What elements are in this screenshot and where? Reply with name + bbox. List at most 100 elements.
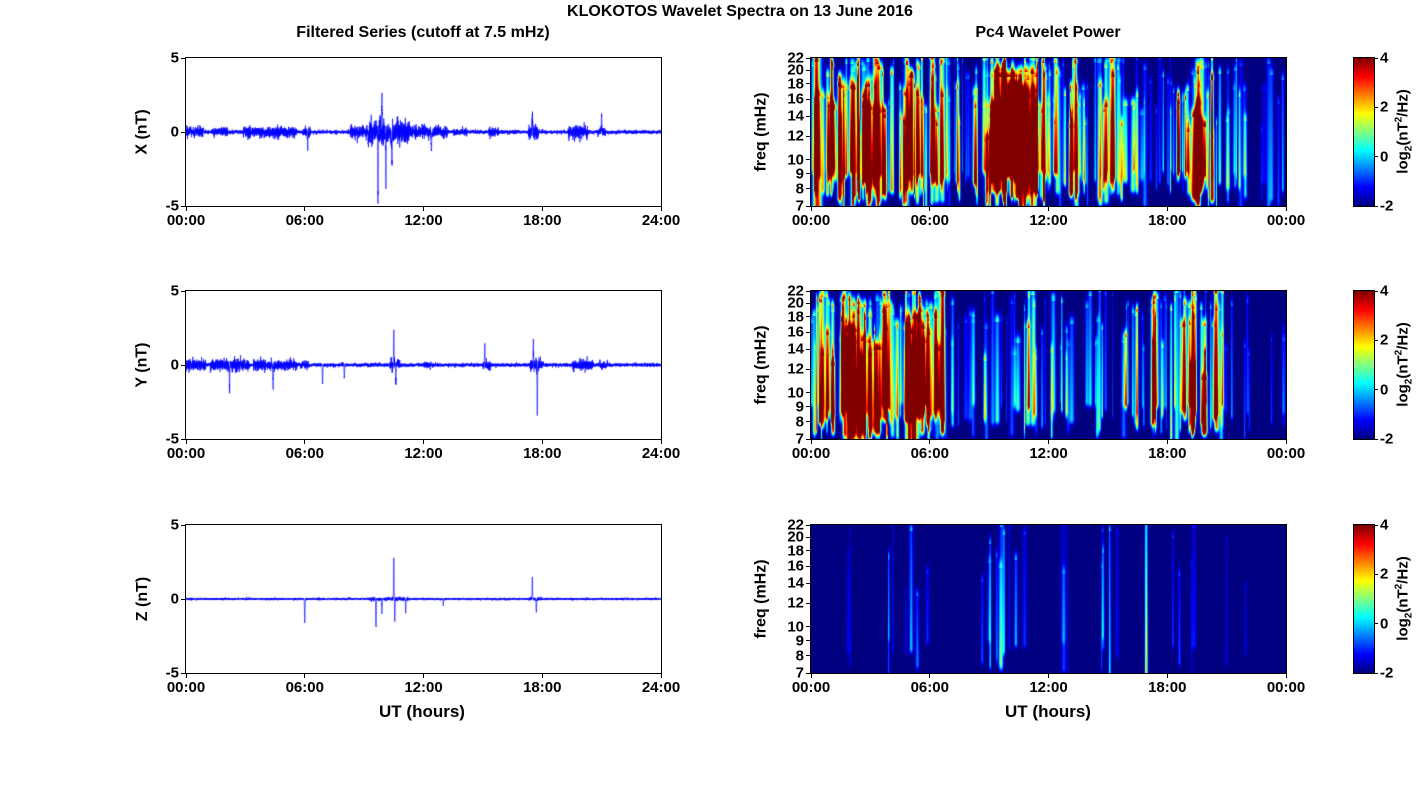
- left-xaxis-label: UT (hours): [379, 702, 465, 721]
- y-tick-label: 5: [170, 49, 179, 67]
- y-tick-label: 14: [787, 574, 804, 592]
- x-tick-label: 24:00: [641, 445, 681, 462]
- y-tick-label: 8: [795, 413, 804, 431]
- colorbar-tick-label: 2: [1380, 98, 1389, 116]
- z-series-ylabel: Z (nT): [134, 525, 152, 673]
- cb-label-mid: (nT: [1394, 588, 1412, 613]
- right-xaxis-label: UT (hours): [1005, 702, 1091, 721]
- y-tick-label: 22: [787, 282, 804, 300]
- y-tick-mark: [806, 83, 811, 85]
- cb-label-sup: 2: [1393, 349, 1405, 355]
- x-wavelet-ylabel-text: freq (mHz): [753, 92, 771, 172]
- y-wavelet-ylabel-text: freq (mHz): [753, 325, 771, 405]
- z-series-ylabel-text: Z (nT): [134, 576, 152, 622]
- y-tick-mark: [806, 565, 811, 567]
- x-tick-mark: [929, 673, 931, 678]
- y-tick-mark: [181, 57, 186, 59]
- x-tick-label: 18:00: [523, 212, 562, 229]
- y-tick-label: -5: [165, 197, 179, 215]
- x-colorbar-label: log2(nT2/Hz): [1390, 57, 1418, 205]
- x-tick-label: 00:00: [791, 212, 831, 229]
- colorbar-tick-label: 0: [1380, 381, 1389, 399]
- x-tick-mark: [660, 439, 662, 444]
- x-tick-label: 12:00: [404, 212, 443, 229]
- y-tick-label: 0: [170, 356, 179, 374]
- y-tick-mark: [806, 536, 811, 538]
- y-tick-mark: [806, 69, 811, 71]
- x-tick-mark: [185, 439, 187, 444]
- y-tick-mark: [806, 135, 811, 137]
- cb-label-mid: (nT: [1394, 121, 1412, 146]
- x-tick-mark: [810, 673, 812, 678]
- y-tick-mark: [806, 159, 811, 161]
- x-tick-mark: [1048, 439, 1049, 444]
- y-tick-label: 12: [787, 127, 804, 145]
- y-tick-mark: [181, 672, 186, 674]
- x-tick-label: 24:00: [641, 212, 681, 229]
- colorbar-tick-label: 4: [1380, 516, 1389, 534]
- y-series-ylabel: Y (nT): [134, 291, 152, 439]
- x-tick-label: 18:00: [523, 679, 562, 696]
- y-wavelet-panel: freq (mHz) 00:00 06:00 12:00 18:00 00:00 22 20…: [753, 283, 1305, 463]
- y-tick-mark: [806, 640, 811, 642]
- x-tick-mark: [1285, 206, 1287, 211]
- y-tick-mark: [806, 655, 811, 657]
- y-tick-label: 9: [795, 632, 804, 650]
- z-colorbar: 4 2 0 -2: [1353, 517, 1393, 682]
- x-tick-mark: [185, 673, 187, 678]
- x-tick-label: 18:00: [1148, 445, 1187, 462]
- y-tick-mark: [806, 602, 811, 604]
- x-tick-label: 06:00: [285, 445, 324, 462]
- y-tick-label: 10: [787, 618, 804, 636]
- x-tick-mark: [1048, 673, 1049, 678]
- y-tick-label: 20: [787, 61, 804, 79]
- x-tick-label: 06:00: [910, 679, 949, 696]
- y-tick-label: 7: [795, 430, 804, 448]
- x-tick-mark: [1285, 673, 1287, 678]
- y-tick-mark: [806, 302, 811, 304]
- z-colorbar-label-text: log2(nT2/Hz): [1394, 556, 1415, 640]
- y-tick-label: 10: [787, 151, 804, 169]
- x-tick-mark: [541, 439, 543, 444]
- y-wavelet-spectrogram: [811, 291, 1286, 439]
- y-tick-mark: [806, 421, 811, 423]
- x-tick-label: 06:00: [285, 212, 324, 229]
- x-tick-mark: [423, 673, 424, 678]
- y-tick-label: 18: [787, 75, 804, 93]
- y-tick-mark: [806, 368, 811, 370]
- cb-label-post: /Hz): [1394, 321, 1412, 350]
- y-tick-label: 0: [170, 590, 179, 608]
- x-tick-mark: [541, 673, 543, 678]
- x-series-ylabel: X (nT): [134, 58, 152, 206]
- y-tick-mark: [806, 98, 811, 100]
- x-colorbar: 4 2 0 -2: [1353, 50, 1393, 215]
- y-tick-label: 22: [787, 49, 804, 67]
- x-tick-label: 12:00: [404, 445, 443, 462]
- x-tick-label: 06:00: [285, 679, 324, 696]
- colorbar-tick-label: 2: [1380, 331, 1389, 349]
- y-tick-mark: [806, 582, 811, 584]
- y-tick-label: 9: [795, 398, 804, 416]
- colorbar-tick-label: 0: [1380, 615, 1389, 633]
- right-column-title: Pc4 Wavelet Power: [975, 24, 1121, 41]
- x-wavelet-panel: freq (mHz) 00:00 06:00 12:00 18:00 00:00 22 20…: [753, 50, 1305, 230]
- cb-label-mid: (nT: [1394, 354, 1412, 379]
- x-tick-mark: [541, 206, 543, 211]
- y-colorbar-label: log2(nT2/Hz): [1390, 290, 1418, 438]
- y-series-panel: Y (nT) 00:00 06:00 12:00 18:00 24:00 5 0 -5: [134, 283, 680, 463]
- y-tick-mark: [806, 406, 811, 408]
- y-tick-label: 14: [787, 340, 804, 358]
- x-tick-mark: [423, 206, 424, 211]
- y-tick-mark: [181, 364, 186, 366]
- x-tick-label: 18:00: [1148, 212, 1187, 229]
- cb-label-sub: 2: [1403, 145, 1415, 151]
- x-tick-mark: [1285, 439, 1287, 444]
- x-colorbar-gradient: [1354, 58, 1374, 206]
- x-tick-mark: [929, 439, 931, 444]
- x-series-plot: [186, 58, 661, 206]
- y-tick-label: 18: [787, 542, 804, 560]
- colorbar-tick-label: 4: [1380, 282, 1389, 300]
- colorbar-tick-mark: [1374, 573, 1378, 575]
- x-tick-label: 00:00: [791, 445, 831, 462]
